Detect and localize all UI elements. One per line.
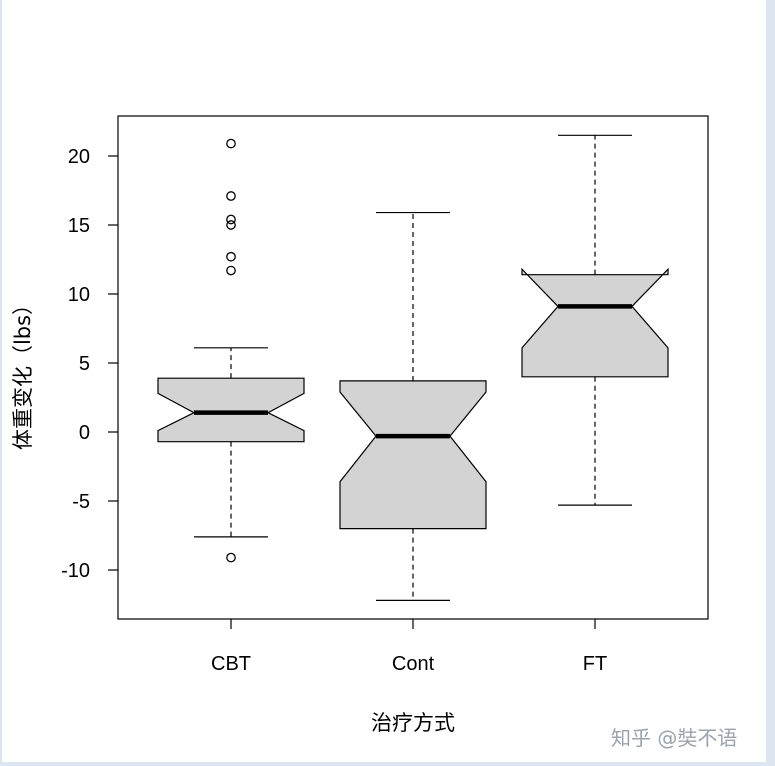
outlier-point: [226, 214, 236, 225]
y-tick-label: 0: [79, 422, 90, 444]
y-tick-label: 10: [68, 284, 90, 306]
notched-box: [339, 380, 487, 530]
outlier-point: [226, 251, 236, 262]
x-tick-label: CBT: [211, 653, 251, 675]
x-axis: CBT Cont FT: [211, 619, 607, 675]
box-ft: [521, 134, 669, 506]
outlier-point: [226, 552, 236, 563]
notched-box: [521, 267, 669, 378]
watermark: 知乎 @奘不语: [611, 726, 738, 750]
x-axis-title: 治疗方式: [371, 711, 455, 735]
box-cont: [339, 211, 487, 601]
y-axis-title: 体重变化（lbs）: [11, 294, 35, 450]
x-tick-label: Cont: [392, 653, 435, 675]
box-cbt: [157, 138, 305, 563]
y-tick-label: 20: [68, 146, 90, 168]
y-tick-label: 5: [79, 353, 90, 375]
outlier-point: [226, 220, 236, 230]
x-tick-label: FT: [583, 653, 607, 675]
left-frame-border: [0, 0, 2, 766]
right-frame-border: [766, 0, 775, 766]
y-tick-label: -10: [61, 560, 90, 582]
outlier-point: [226, 138, 236, 149]
bottom-frame-border: [0, 762, 775, 766]
boxes-group: [157, 134, 669, 601]
notched-box: [157, 377, 305, 443]
y-tick-label: -5: [72, 491, 90, 513]
y-tick-label: 15: [68, 215, 90, 237]
outlier-point: [226, 265, 236, 276]
outlier-point: [226, 191, 236, 201]
y-axis: -10 -5 0 5 10 15 20: [61, 146, 118, 582]
